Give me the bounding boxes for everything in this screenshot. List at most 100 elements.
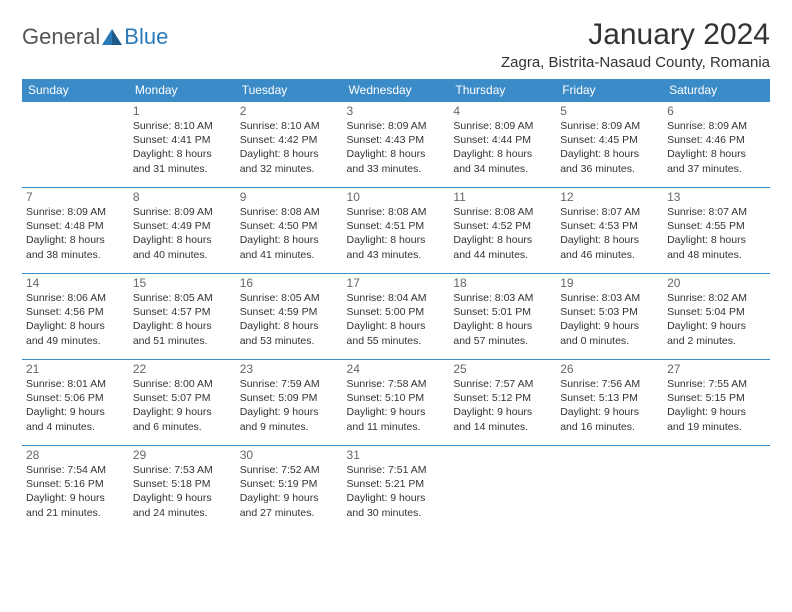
daylight-text: Daylight: 8 hours (453, 233, 552, 247)
sunset-text: Sunset: 5:06 PM (26, 391, 125, 405)
calendar-cell (22, 102, 129, 188)
sunrise-text: Sunrise: 7:53 AM (133, 463, 232, 477)
sunset-text: Sunset: 5:16 PM (26, 477, 125, 491)
calendar-cell: 7Sunrise: 8:09 AMSunset: 4:48 PMDaylight… (22, 188, 129, 274)
daylight-text: and 11 minutes. (347, 420, 446, 434)
sunrise-text: Sunrise: 7:57 AM (453, 377, 552, 391)
calendar-cell: 4Sunrise: 8:09 AMSunset: 4:44 PMDaylight… (449, 102, 556, 188)
calendar-cell: 29Sunrise: 7:53 AMSunset: 5:18 PMDayligh… (129, 446, 236, 532)
daylight-text: Daylight: 8 hours (560, 147, 659, 161)
sunrise-text: Sunrise: 8:04 AM (347, 291, 446, 305)
calendar-cell: 24Sunrise: 7:58 AMSunset: 5:10 PMDayligh… (343, 360, 450, 446)
day-number: 2 (240, 104, 339, 118)
day-number: 7 (26, 190, 125, 204)
sunrise-text: Sunrise: 8:07 AM (560, 205, 659, 219)
calendar-cell: 6Sunrise: 8:09 AMSunset: 4:46 PMDaylight… (663, 102, 770, 188)
daylight-text: and 34 minutes. (453, 162, 552, 176)
calendar-cell: 10Sunrise: 8:08 AMSunset: 4:51 PMDayligh… (343, 188, 450, 274)
sunrise-text: Sunrise: 8:10 AM (133, 119, 232, 133)
daylight-text: Daylight: 8 hours (347, 233, 446, 247)
day-number: 21 (26, 362, 125, 376)
daylight-text: Daylight: 8 hours (667, 233, 766, 247)
daylight-text: Daylight: 8 hours (26, 319, 125, 333)
sunset-text: Sunset: 4:44 PM (453, 133, 552, 147)
day-number: 9 (240, 190, 339, 204)
sunrise-text: Sunrise: 8:06 AM (26, 291, 125, 305)
sunrise-text: Sunrise: 8:05 AM (240, 291, 339, 305)
calendar-cell: 25Sunrise: 7:57 AMSunset: 5:12 PMDayligh… (449, 360, 556, 446)
sunset-text: Sunset: 4:52 PM (453, 219, 552, 233)
daylight-text: Daylight: 9 hours (347, 405, 446, 419)
daylight-text: Daylight: 8 hours (133, 233, 232, 247)
day-number: 14 (26, 276, 125, 290)
sunrise-text: Sunrise: 8:05 AM (133, 291, 232, 305)
sunrise-text: Sunrise: 8:03 AM (560, 291, 659, 305)
daylight-text: Daylight: 8 hours (240, 233, 339, 247)
sunrise-text: Sunrise: 7:58 AM (347, 377, 446, 391)
daylight-text: and 4 minutes. (26, 420, 125, 434)
daylight-text: and 0 minutes. (560, 334, 659, 348)
sunrise-text: Sunrise: 8:00 AM (133, 377, 232, 391)
day-number: 1 (133, 104, 232, 118)
sunrise-text: Sunrise: 8:09 AM (347, 119, 446, 133)
sunset-text: Sunset: 4:56 PM (26, 305, 125, 319)
calendar-cell: 28Sunrise: 7:54 AMSunset: 5:16 PMDayligh… (22, 446, 129, 532)
sunset-text: Sunset: 4:51 PM (347, 219, 446, 233)
day-number: 26 (560, 362, 659, 376)
sunset-text: Sunset: 5:00 PM (347, 305, 446, 319)
logo: General Blue (22, 24, 168, 50)
sunset-text: Sunset: 4:49 PM (133, 219, 232, 233)
sunset-text: Sunset: 5:07 PM (133, 391, 232, 405)
day-number: 22 (133, 362, 232, 376)
day-number: 13 (667, 190, 766, 204)
sunrise-text: Sunrise: 8:09 AM (453, 119, 552, 133)
sunset-text: Sunset: 4:57 PM (133, 305, 232, 319)
day-header: Monday (129, 79, 236, 102)
sunset-text: Sunset: 4:45 PM (560, 133, 659, 147)
day-header: Saturday (663, 79, 770, 102)
header: General Blue January 2024 Zagra, Bistrit… (22, 18, 770, 71)
sunrise-text: Sunrise: 8:09 AM (667, 119, 766, 133)
sunrise-text: Sunrise: 8:09 AM (26, 205, 125, 219)
calendar-cell: 14Sunrise: 8:06 AMSunset: 4:56 PMDayligh… (22, 274, 129, 360)
daylight-text: Daylight: 8 hours (133, 147, 232, 161)
daylight-text: and 38 minutes. (26, 248, 125, 262)
calendar-cell: 17Sunrise: 8:04 AMSunset: 5:00 PMDayligh… (343, 274, 450, 360)
sunrise-text: Sunrise: 7:59 AM (240, 377, 339, 391)
sunrise-text: Sunrise: 8:02 AM (667, 291, 766, 305)
daylight-text: and 55 minutes. (347, 334, 446, 348)
daylight-text: Daylight: 9 hours (667, 319, 766, 333)
daylight-text: and 49 minutes. (26, 334, 125, 348)
sunset-text: Sunset: 4:55 PM (667, 219, 766, 233)
daylight-text: and 57 minutes. (453, 334, 552, 348)
sunset-text: Sunset: 4:41 PM (133, 133, 232, 147)
calendar-cell: 2Sunrise: 8:10 AMSunset: 4:42 PMDaylight… (236, 102, 343, 188)
daylight-text: and 21 minutes. (26, 506, 125, 520)
sunrise-text: Sunrise: 8:10 AM (240, 119, 339, 133)
daylight-text: Daylight: 8 hours (347, 147, 446, 161)
sunset-text: Sunset: 4:42 PM (240, 133, 339, 147)
day-number: 28 (26, 448, 125, 462)
sunset-text: Sunset: 5:21 PM (347, 477, 446, 491)
daylight-text: Daylight: 9 hours (240, 491, 339, 505)
daylight-text: Daylight: 9 hours (26, 405, 125, 419)
day-number: 24 (347, 362, 446, 376)
calendar-cell: 19Sunrise: 8:03 AMSunset: 5:03 PMDayligh… (556, 274, 663, 360)
calendar-cell: 1Sunrise: 8:10 AMSunset: 4:41 PMDaylight… (129, 102, 236, 188)
calendar-cell (449, 446, 556, 532)
daylight-text: and 6 minutes. (133, 420, 232, 434)
sunrise-text: Sunrise: 8:09 AM (133, 205, 232, 219)
daylight-text: Daylight: 8 hours (667, 147, 766, 161)
daylight-text: Daylight: 9 hours (347, 491, 446, 505)
sunrise-text: Sunrise: 7:54 AM (26, 463, 125, 477)
calendar-cell: 26Sunrise: 7:56 AMSunset: 5:13 PMDayligh… (556, 360, 663, 446)
day-number: 19 (560, 276, 659, 290)
daylight-text: and 51 minutes. (133, 334, 232, 348)
daylight-text: Daylight: 8 hours (26, 233, 125, 247)
daylight-text: and 24 minutes. (133, 506, 232, 520)
daylight-text: Daylight: 9 hours (133, 491, 232, 505)
day-header: Tuesday (236, 79, 343, 102)
daylight-text: Daylight: 9 hours (453, 405, 552, 419)
day-number: 5 (560, 104, 659, 118)
title-block: January 2024 Zagra, Bistrita-Nasaud Coun… (501, 18, 770, 71)
